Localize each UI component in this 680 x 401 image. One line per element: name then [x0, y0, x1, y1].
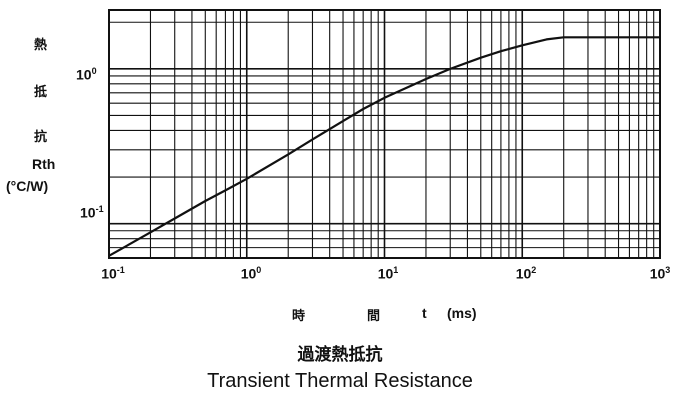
y-axis-label-char-1: 熱	[34, 38, 48, 53]
y-axis-label-char-3: 抗	[34, 130, 48, 145]
x-tick-label-100: 102	[515, 265, 537, 282]
x-axis-label-var: t	[422, 305, 427, 321]
y-tick-label-0.1: 10-1	[80, 204, 104, 221]
chart-subtitle: Transient Thermal Resistance	[207, 370, 473, 392]
y-tick-label-1: 100	[76, 66, 97, 83]
y-axis-label-char-2: 抵	[34, 85, 48, 100]
y-axis-label-symbol: Rth	[32, 156, 56, 172]
x-axis-label-char-2: 間	[367, 309, 381, 324]
x-tick-label-10: 101	[377, 265, 399, 282]
x-tick-label-1: 100	[240, 265, 262, 282]
chart-title: 過渡熱抵抗	[297, 345, 383, 365]
series-line-0	[108, 36, 660, 257]
x-tick-label-1000: 103	[649, 265, 671, 282]
x-axis-label-char-1: 時	[292, 309, 306, 324]
plot-frame	[108, 9, 661, 259]
y-axis-label-unit: (°C/W)	[6, 178, 49, 194]
x-axis-label-unit: (ms)	[447, 305, 477, 321]
x-tick-label-0.1: 10-1	[101, 265, 125, 282]
